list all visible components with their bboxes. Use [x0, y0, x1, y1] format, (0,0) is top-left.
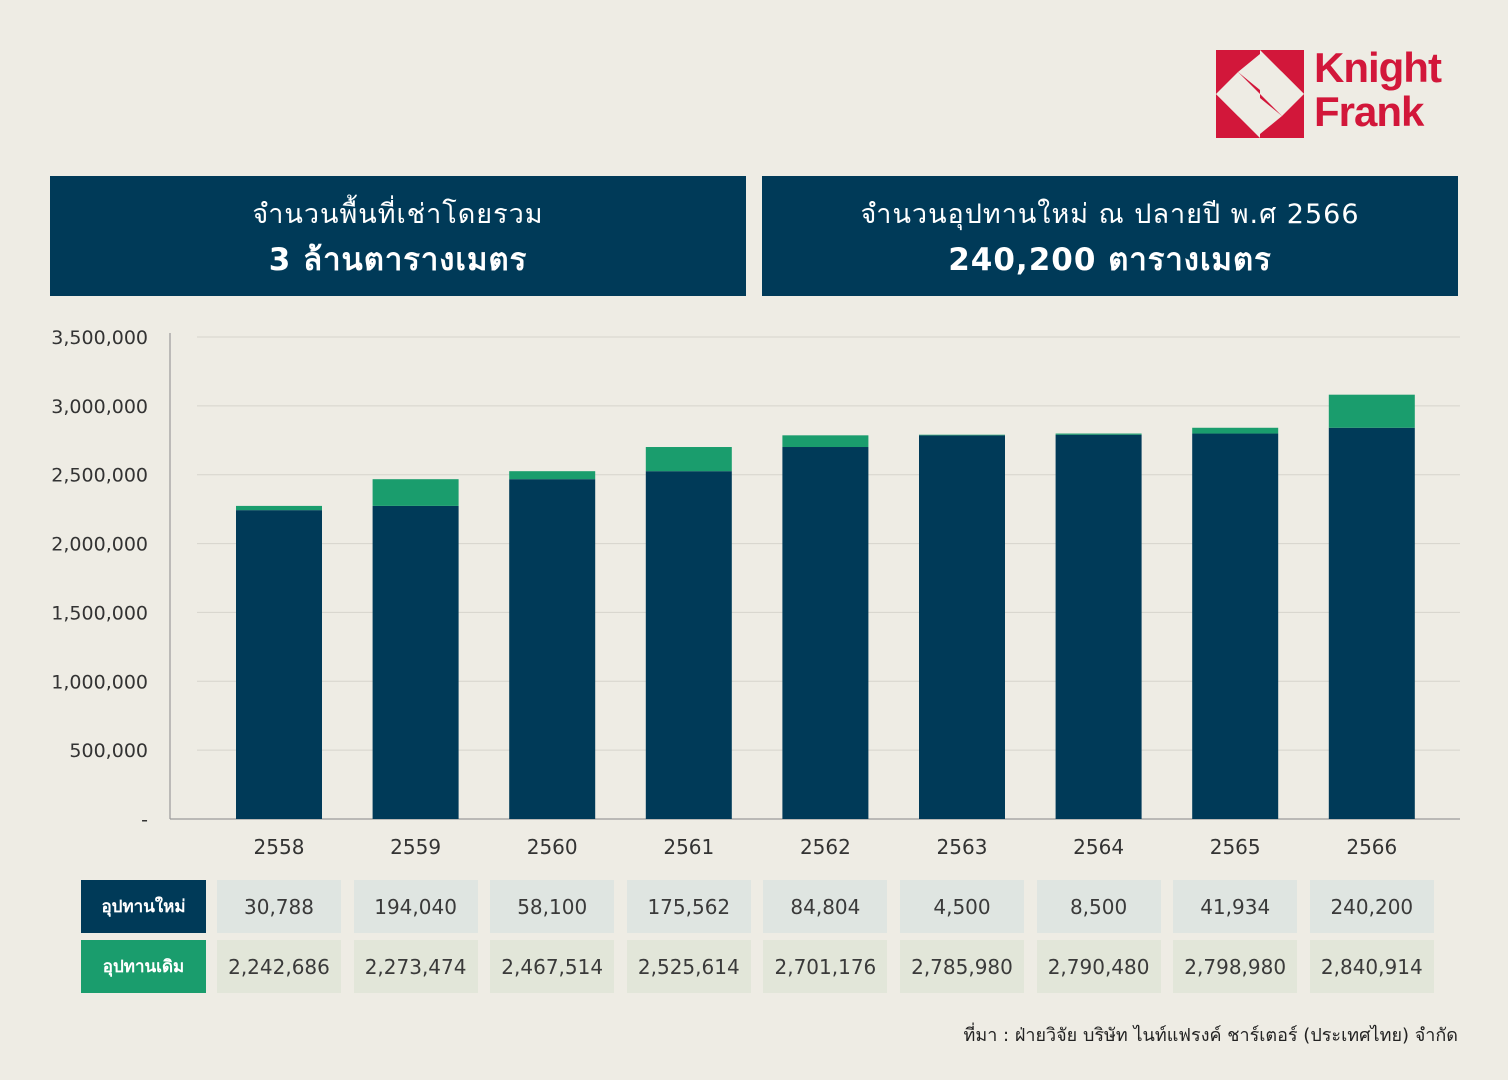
table-cell-new-2566: 240,200 — [1309, 880, 1434, 933]
bar-new-2566 — [1328, 394, 1415, 428]
table-cell-existing-2565: 2,798,980 — [1173, 940, 1298, 993]
bar-new-2565 — [1192, 427, 1279, 434]
logo-line-knight: Knight — [1314, 44, 1442, 91]
bar-new-2559 — [372, 479, 459, 506]
bar-existing-2558 — [236, 510, 322, 819]
source-note: ที่มา : ฝ่ายวิจัย บริษัท ไนท์แฟรงค์ ชาร์… — [963, 1025, 1458, 1046]
new-supply-banner: จำนวนอุปทานใหม่ ณ ปลายปี พ.ศ 2566 240,20… — [762, 176, 1458, 296]
bar-existing-2562 — [782, 447, 869, 819]
table-cell-existing-2563: 2,785,980 — [900, 940, 1024, 993]
knight-frank-logo: Knight Frank — [1216, 46, 1466, 142]
x-tick-label-2565: 2565 — [1210, 835, 1261, 859]
bar-new-2564 — [1055, 433, 1142, 435]
table-cell-existing-2562: 2,701,176 — [763, 940, 888, 993]
bar-existing-2560 — [509, 479, 596, 819]
bar-new-2563 — [919, 434, 1005, 436]
y-tick-label: 1,000,000 — [51, 671, 148, 693]
bar-existing-2561 — [645, 471, 732, 819]
bar-existing-2565 — [1192, 433, 1279, 819]
x-tick-label-2562: 2562 — [800, 835, 851, 859]
bar-new-2558 — [236, 505, 322, 511]
table-cell-existing-2560: 2,467,514 — [490, 940, 615, 993]
bar-existing-2559 — [372, 505, 459, 819]
bar-existing-2564 — [1055, 434, 1142, 819]
new-supply-value: 240,200 ตารางเมตร — [948, 242, 1272, 278]
table-cell-existing-2566: 2,840,914 — [1309, 940, 1434, 993]
bar-new-2560 — [509, 471, 596, 480]
x-tick-label-2560: 2560 — [527, 835, 578, 859]
table-cell-new-2560: 58,100 — [490, 880, 615, 933]
table-cell-new-2559: 194,040 — [353, 880, 478, 933]
table-cell-existing-2559: 2,273,474 — [353, 940, 478, 993]
y-tick-label: 2,500,000 — [51, 465, 148, 487]
row-label-existing-supply: อุปทานเดิม — [81, 940, 206, 993]
y-tick-label: 500,000 — [69, 740, 148, 762]
y-tick-label: 2,000,000 — [51, 534, 148, 556]
bar-existing-2566 — [1328, 427, 1415, 819]
knight-frank-logo-mark — [1216, 50, 1304, 138]
logo-line-frank: Frank — [1314, 88, 1424, 135]
total-space-label: จำนวนพื้นที่เช่าโดยรวม — [252, 199, 544, 230]
x-tick-label-2561: 2561 — [663, 835, 714, 859]
total-space-banner: จำนวนพื้นที่เช่าโดยรวม 3 ล้านตารางเมตร — [50, 176, 746, 296]
new-supply-label: จำนวนอุปทานใหม่ ณ ปลายปี พ.ศ 2566 — [860, 199, 1360, 230]
y-tick-label: - — [141, 809, 148, 831]
table-cell-existing-2564: 2,790,480 — [1036, 940, 1161, 993]
bar-new-2562 — [782, 435, 869, 448]
x-tick-label-2563: 2563 — [937, 835, 988, 859]
bar-new-2561 — [645, 447, 732, 472]
table-cell-existing-2558: 2,242,686 — [217, 940, 341, 993]
total-space-value: 3 ล้านตารางเมตร — [268, 242, 528, 278]
x-tick-label-2564: 2564 — [1073, 835, 1124, 859]
x-tick-label-2559: 2559 — [390, 835, 441, 859]
x-tick-label-2566: 2566 — [1346, 835, 1397, 859]
y-tick-label: 3,500,000 — [51, 327, 148, 349]
table-cell-existing-2561: 2,525,614 — [626, 940, 751, 993]
y-tick-label: 3,000,000 — [51, 396, 148, 418]
bar-existing-2563 — [919, 435, 1005, 819]
stacked-bar-chart: - 500,000 1,000,000 1,500,000 2,000,000 2,500… — [51, 327, 1460, 859]
knight-frank-logo-text: Knight Frank — [1314, 44, 1442, 135]
table-cell-new-2561: 175,562 — [626, 880, 751, 933]
table-cell-new-2562: 84,804 — [763, 880, 888, 933]
table-cell-new-2565: 41,934 — [1173, 880, 1298, 933]
table-cell-new-2563: 4,500 — [900, 880, 1024, 933]
table-cell-new-2564: 8,500 — [1036, 880, 1161, 933]
row-label-new-supply: อุปทานใหม่ — [81, 880, 206, 933]
x-tick-label-2558: 2558 — [254, 835, 305, 859]
y-tick-label: 1,500,000 — [51, 602, 148, 624]
table-cell-new-2558: 30,788 — [217, 880, 341, 933]
